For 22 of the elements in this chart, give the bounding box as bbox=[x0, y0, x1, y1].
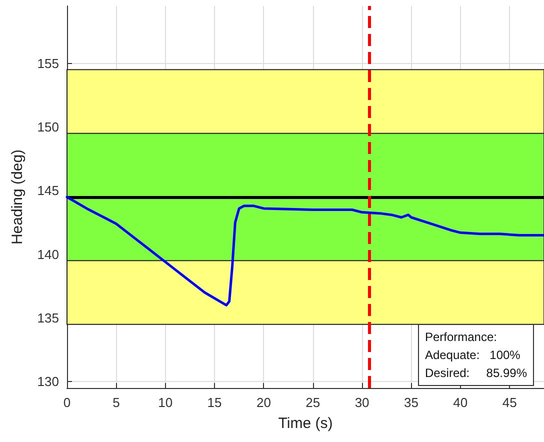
y-tick-label: 150 bbox=[37, 119, 59, 134]
annotation: Desired: 85.99% bbox=[424, 366, 527, 380]
x-tick-label: 35 bbox=[404, 395, 418, 410]
x-tick-label: 40 bbox=[453, 395, 468, 410]
y-tick-label: 155 bbox=[37, 56, 59, 71]
x-tick-label: 0 bbox=[63, 395, 71, 410]
x-tick-label: 5 bbox=[112, 395, 120, 410]
x-tick-label: 10 bbox=[158, 395, 173, 410]
annotation: Performance: bbox=[424, 330, 497, 344]
line-series bbox=[66, 196, 544, 306]
x-tick-label: 45 bbox=[502, 395, 517, 410]
annotation: Adequate: 100% bbox=[424, 348, 520, 362]
y-axis-title: Heading (deg) bbox=[9, 149, 26, 245]
y-tick-label: 145 bbox=[37, 183, 59, 198]
y-tick-label: 140 bbox=[37, 246, 59, 262]
x-tick-label: 20 bbox=[256, 395, 271, 410]
x-axis-title: Time (s) bbox=[278, 415, 333, 432]
y-tick-label: 130 bbox=[37, 374, 59, 390]
x-tick-label: 30 bbox=[354, 395, 370, 410]
y-tick-label: 135 bbox=[37, 310, 59, 326]
x-tick-label: 25 bbox=[306, 395, 320, 410]
x-tick-label: 15 bbox=[207, 395, 222, 410]
